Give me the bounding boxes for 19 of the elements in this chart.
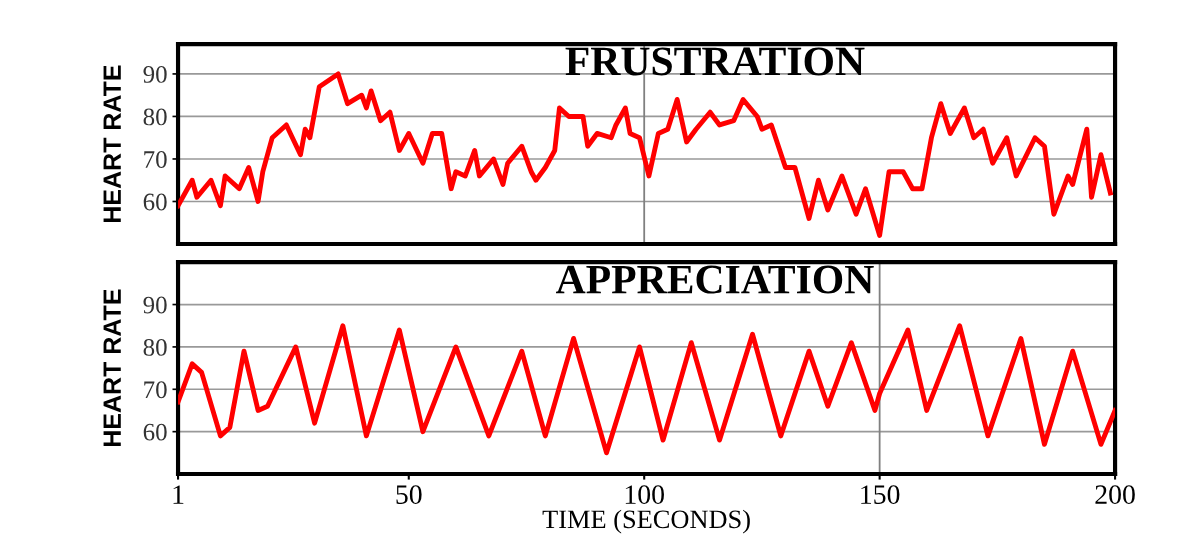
y-axis-title: HEART RATE (103, 289, 121, 447)
y-axis-title: HEART RATE (103, 65, 121, 223)
x-tick-label: 1 (173, 485, 184, 504)
x-axis-title: TIME (SECONDS) (542, 509, 750, 534)
x-tick-label: 100 (625, 485, 664, 504)
y-tick-label: 80 (143, 338, 167, 356)
chart-title: FRUSTRATION (565, 47, 865, 76)
x-tick-label: 150 (861, 485, 900, 504)
y-tick-label: 60 (143, 193, 167, 211)
line-series (178, 323, 1116, 456)
y-tick-label: 80 (143, 108, 167, 126)
x-tick-label: 200 (1095, 485, 1135, 504)
y-tick-label: 90 (143, 65, 167, 83)
y-tick-label: 70 (144, 151, 167, 168)
x-tick-label: 50 (396, 485, 422, 504)
y-tick-label: 60 (143, 423, 167, 441)
y-tick-label: 70 (144, 381, 167, 399)
y-tick-label: 90 (143, 296, 167, 314)
chart-title: APPRECIATION (556, 265, 874, 294)
